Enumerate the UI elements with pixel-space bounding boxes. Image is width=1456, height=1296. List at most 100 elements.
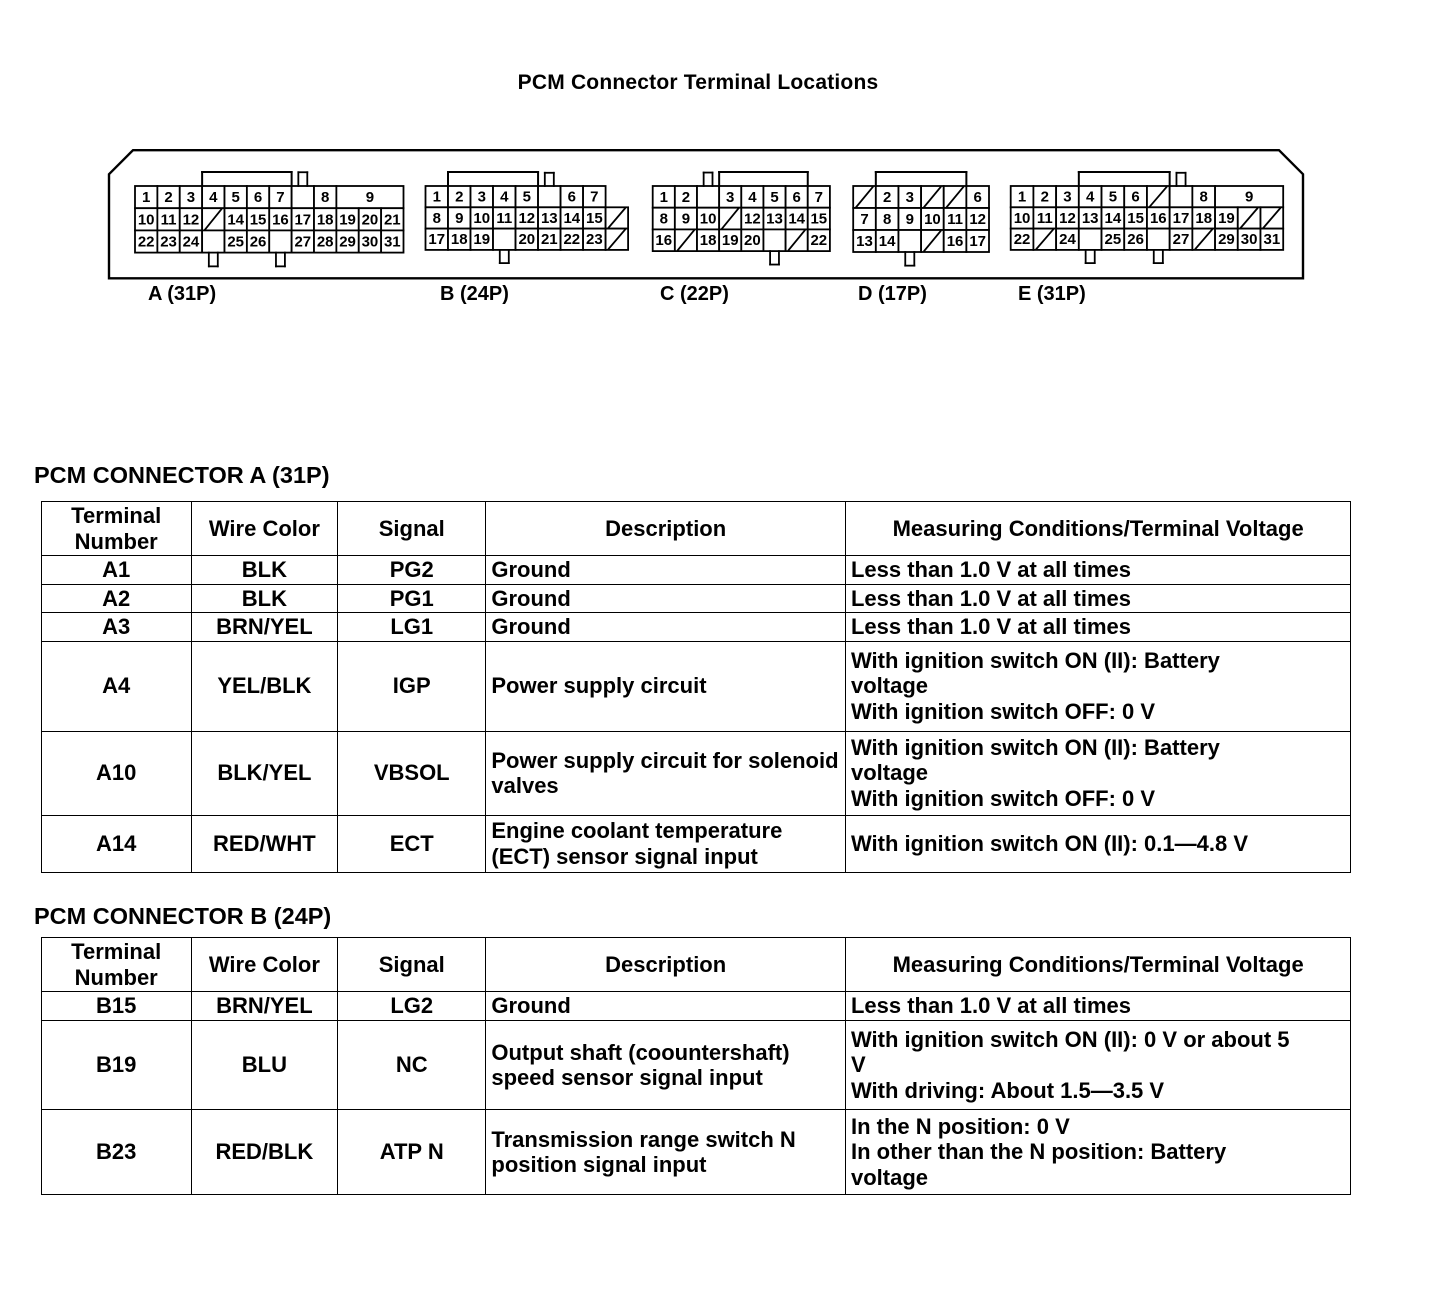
svg-text:2: 2: [682, 189, 690, 206]
svg-text:8: 8: [321, 189, 329, 206]
svg-text:26: 26: [250, 233, 267, 250]
svg-text:19: 19: [1218, 210, 1235, 227]
svg-text:5: 5: [770, 189, 778, 206]
svg-text:19: 19: [339, 211, 356, 228]
svg-text:6: 6: [974, 189, 982, 206]
svg-text:15: 15: [1127, 210, 1144, 227]
svg-text:A (31P): A (31P): [148, 283, 216, 305]
svg-text:3: 3: [187, 189, 195, 206]
svg-text:16: 16: [655, 232, 672, 249]
svg-text:1: 1: [1018, 189, 1026, 206]
svg-text:1: 1: [660, 189, 668, 206]
svg-text:13: 13: [766, 211, 783, 228]
svg-text:16: 16: [947, 233, 964, 250]
svg-text:6: 6: [568, 189, 576, 206]
svg-text:6: 6: [1131, 189, 1139, 206]
svg-text:8: 8: [660, 211, 668, 228]
svg-text:10: 10: [1014, 210, 1031, 227]
svg-text:30: 30: [362, 233, 379, 250]
svg-text:10: 10: [700, 211, 717, 228]
svg-text:16: 16: [272, 211, 289, 228]
svg-text:22: 22: [138, 233, 155, 250]
svg-text:15: 15: [250, 211, 267, 228]
svg-text:4: 4: [500, 189, 509, 206]
svg-text:14: 14: [227, 211, 244, 228]
svg-text:4: 4: [209, 189, 218, 206]
svg-text:1: 1: [433, 189, 441, 206]
svg-text:30: 30: [1241, 231, 1258, 248]
svg-text:17: 17: [1173, 210, 1190, 227]
svg-text:12: 12: [969, 211, 986, 228]
svg-text:15: 15: [586, 210, 603, 227]
svg-text:13: 13: [541, 210, 558, 227]
svg-text:20: 20: [518, 231, 535, 248]
svg-text:3: 3: [1063, 189, 1071, 206]
svg-text:10: 10: [924, 211, 941, 228]
svg-text:23: 23: [586, 231, 603, 248]
svg-text:24: 24: [183, 233, 200, 250]
svg-text:17: 17: [294, 211, 311, 228]
svg-text:B (24P): B (24P): [440, 283, 509, 305]
svg-text:12: 12: [1059, 210, 1076, 227]
svg-text:3: 3: [478, 189, 486, 206]
svg-text:14: 14: [563, 210, 580, 227]
svg-text:21: 21: [384, 211, 401, 228]
svg-text:18: 18: [1195, 210, 1212, 227]
svg-text:29: 29: [339, 233, 356, 250]
svg-text:18: 18: [451, 231, 468, 248]
svg-text:31: 31: [384, 233, 401, 250]
svg-text:2: 2: [883, 189, 891, 206]
svg-text:18: 18: [700, 232, 717, 249]
svg-text:5: 5: [1109, 189, 1117, 206]
svg-text:12: 12: [518, 210, 535, 227]
svg-text:C (22P): C (22P): [660, 283, 729, 305]
svg-text:19: 19: [722, 232, 739, 249]
svg-text:10: 10: [138, 211, 155, 228]
svg-text:22: 22: [563, 231, 580, 248]
svg-text:2: 2: [164, 189, 172, 206]
svg-text:25: 25: [1105, 231, 1122, 248]
svg-text:18: 18: [317, 211, 334, 228]
svg-text:2: 2: [455, 189, 463, 206]
svg-text:11: 11: [1037, 210, 1053, 227]
svg-text:12: 12: [183, 211, 200, 228]
svg-text:8: 8: [883, 211, 891, 228]
svg-text:31: 31: [1264, 231, 1281, 248]
svg-text:5: 5: [232, 189, 240, 206]
svg-text:15: 15: [810, 211, 827, 228]
svg-text:E (31P): E (31P): [1018, 283, 1086, 305]
svg-text:19: 19: [473, 231, 490, 248]
svg-text:27: 27: [1173, 231, 1190, 248]
svg-text:14: 14: [788, 211, 805, 228]
svg-text:9: 9: [455, 210, 463, 227]
svg-text:26: 26: [1127, 231, 1144, 248]
svg-text:6: 6: [792, 189, 800, 206]
svg-text:12: 12: [744, 211, 761, 228]
svg-text:8: 8: [433, 210, 441, 227]
svg-text:14: 14: [1105, 210, 1122, 227]
svg-text:9: 9: [1245, 189, 1253, 206]
svg-text:D (17P): D (17P): [858, 283, 927, 305]
svg-text:3: 3: [906, 189, 914, 206]
svg-text:7: 7: [815, 189, 823, 206]
svg-text:3: 3: [726, 189, 734, 206]
svg-text:22: 22: [1014, 231, 1031, 248]
svg-text:7: 7: [276, 189, 284, 206]
svg-text:21: 21: [541, 231, 558, 248]
svg-text:1: 1: [142, 189, 150, 206]
svg-text:8: 8: [1200, 189, 1208, 206]
svg-text:25: 25: [227, 233, 244, 250]
svg-text:2: 2: [1041, 189, 1049, 206]
svg-text:6: 6: [254, 189, 262, 206]
svg-text:9: 9: [906, 211, 914, 228]
svg-text:11: 11: [947, 211, 963, 228]
svg-text:7: 7: [590, 189, 598, 206]
svg-text:14: 14: [879, 233, 896, 250]
svg-text:16: 16: [1150, 210, 1167, 227]
svg-text:28: 28: [317, 233, 334, 250]
svg-text:22: 22: [810, 232, 827, 249]
svg-text:9: 9: [366, 189, 374, 206]
svg-text:7: 7: [860, 211, 868, 228]
svg-text:20: 20: [362, 211, 379, 228]
svg-text:27: 27: [294, 233, 311, 250]
